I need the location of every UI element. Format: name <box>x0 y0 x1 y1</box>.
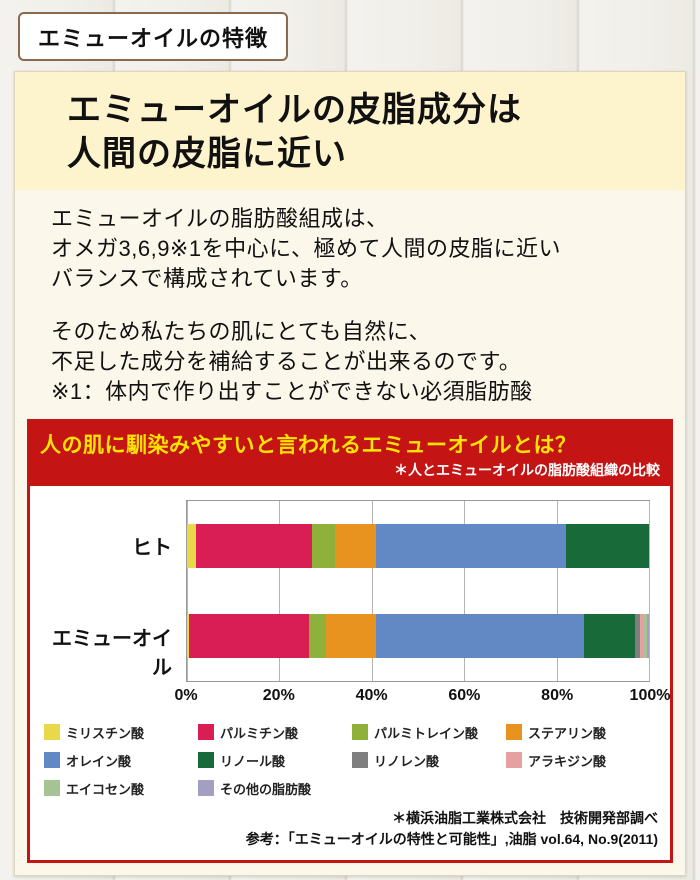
gridline <box>464 500 466 681</box>
legend-swatch <box>198 724 214 740</box>
main-panel: エミューオイルの皮脂成分は 人間の皮脂に近い エミューオイルの脂肪酸組成は、 オ… <box>14 71 686 876</box>
legend-item: その他の脂肪酸 <box>198 779 348 798</box>
legend-label: リノール酸 <box>220 753 286 769</box>
legend-item: リノール酸 <box>198 751 348 770</box>
gridline <box>279 500 281 681</box>
chart-frame: 人の肌に馴染みやすいと言われるエミューオイルとは？ ＊人とエミューオイルの脂肪酸… <box>27 418 673 863</box>
bar-row <box>187 613 649 658</box>
axis-tick-label: 80% <box>541 686 574 704</box>
legend-item: パルミチン酸 <box>198 723 348 742</box>
page-title: エミューオイルの特徴 <box>38 26 269 51</box>
headline: エミューオイルの皮脂成分は 人間の皮脂に近い <box>15 72 685 191</box>
bar-segment <box>644 613 647 658</box>
gridline <box>556 500 558 681</box>
bar-segment <box>187 523 197 568</box>
category-label: ヒト <box>132 536 172 559</box>
bar-segment <box>635 613 640 658</box>
reference-note: 参考：「エミューオイルの特性と可能性」,油脂 vol.64, No.9(2011… <box>245 830 658 847</box>
bar-segment <box>196 523 312 568</box>
legend-label: リノレン酸 <box>374 753 440 769</box>
bar-segment <box>639 613 645 658</box>
legend-label: ミリスチン酸 <box>66 725 145 741</box>
bar-segment <box>565 523 649 568</box>
legend-item: リノレン酸 <box>352 751 502 770</box>
chart-title: 人の肌に馴染みやすいと言われるエミューオイルとは？ <box>40 433 577 457</box>
legend-swatch <box>198 780 214 796</box>
axis-tick-label: 20% <box>262 686 295 704</box>
legend-item: エイコセン酸 <box>44 779 194 798</box>
body-text: エミューオイルの脂肪酸組成は、 オメガ3,6,9※1を中心に、極めて人間の皮脂に… <box>15 190 685 406</box>
bar-segment <box>309 613 326 658</box>
legend-label: オレイン酸 <box>66 753 132 769</box>
bar-segment <box>189 613 310 658</box>
legend-label: その他の脂肪酸 <box>220 781 312 797</box>
chart-header: 人の肌に馴染みやすいと言われるエミューオイルとは？ ＊人とエミューオイルの脂肪酸… <box>30 421 670 486</box>
bar-segment <box>334 523 377 568</box>
bar-segment <box>187 613 190 658</box>
bar-segment <box>325 613 377 658</box>
bar-row <box>187 523 649 568</box>
legend-swatch <box>506 724 522 740</box>
axis-tick-label: 60% <box>448 686 481 704</box>
gridline <box>371 500 373 681</box>
plot-area <box>186 499 650 682</box>
legend-item: ミリスチン酸 <box>44 723 194 742</box>
bar-chart: ヒトエミューオイル 0% 20% 40% 60% 80% 100% <box>30 486 670 711</box>
category-labels: ヒトエミューオイル <box>36 500 186 711</box>
bar-segment <box>376 523 566 568</box>
chart-subtitle: ＊人とエミューオイルの脂肪酸組織の比較 <box>394 461 660 478</box>
legend-swatch <box>352 724 368 740</box>
bar-segment <box>584 613 636 658</box>
axis-tick-label: 40% <box>355 686 388 704</box>
source-note: ＊横浜油脂工業株式会社 技術開発部調べ <box>392 809 658 826</box>
legend-swatch <box>44 780 60 796</box>
legend-label: ステアリン酸 <box>528 725 607 741</box>
legend-swatch <box>198 752 214 768</box>
chart-legend: ミリスチン酸 パルミチン酸 パルミトレイン酸 ステアリン酸オレイン酸 リノール酸 リノレン… <box>30 711 670 800</box>
bar-segment <box>376 613 585 658</box>
legend-item: オレイン酸 <box>44 751 194 770</box>
x-axis: 0% 20% 40% 60% 80% 100% <box>174 686 670 711</box>
legend-label: パルミトレイン酸 <box>374 725 479 741</box>
headline-line-2: 人間の皮脂に近い <box>67 135 347 174</box>
legend-swatch <box>506 752 522 768</box>
legend-item: ステアリン酸 <box>506 723 656 742</box>
axis-tick-label: 0% <box>174 686 198 704</box>
legend-swatch <box>44 724 60 740</box>
chart-footer: ＊横浜油脂工業株式会社 技術開発部調べ 参考：「エミューオイルの特性と可能性」,… <box>30 800 670 860</box>
feature-title-box: エミューオイルの特徴 <box>18 12 289 61</box>
legend-swatch <box>352 752 368 768</box>
legend-swatch <box>44 752 60 768</box>
legend-item: アラキジン酸 <box>506 751 656 770</box>
paragraph-2: そのため私たちの肌にとても自然に、 不足した成分を補給することが出来るのです。 <box>51 319 522 375</box>
plot-area-wrap: 0% 20% 40% 60% 80% 100% <box>174 499 670 711</box>
footnote: ※1：体内で作り出すことができない必須脂肪酸 <box>51 378 533 404</box>
legend-item: パルミトレイン酸 <box>352 723 502 742</box>
gridline <box>649 500 650 681</box>
category-label: エミューオイル <box>52 627 172 679</box>
legend-label: エイコセン酸 <box>66 781 145 797</box>
legend-label: パルミチン酸 <box>220 725 299 741</box>
paragraph-1: エミューオイルの脂肪酸組成は、 オメガ3,6,9※1を中心に、極めて人間の皮脂に… <box>51 206 561 291</box>
headline-line-1: エミューオイルの皮脂成分は <box>67 91 522 129</box>
bar-segment <box>311 523 335 568</box>
axis-tick-label: 100% <box>629 686 671 704</box>
legend-label: アラキジン酸 <box>528 753 607 769</box>
gridline <box>187 500 188 681</box>
bar-segment <box>646 613 649 658</box>
